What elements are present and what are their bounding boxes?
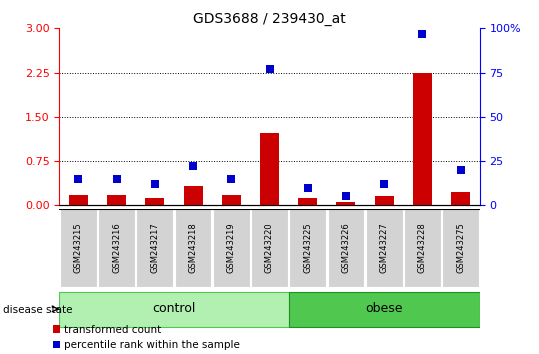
Title: GDS3688 / 239430_at: GDS3688 / 239430_at [193,12,346,26]
Text: control: control [152,302,196,315]
Bar [289,209,326,287]
Text: GSM243217: GSM243217 [150,222,160,273]
Bar [213,209,250,287]
Text: GSM243220: GSM243220 [265,222,274,273]
Bar [336,202,356,205]
Point [150,181,159,187]
Bar [443,209,479,287]
Text: GSM243218: GSM243218 [189,222,198,273]
Text: GSM243226: GSM243226 [341,222,350,273]
Bar [260,133,279,205]
Text: GSM243275: GSM243275 [456,222,465,273]
Bar [98,209,135,287]
Bar [107,195,126,205]
Point [457,167,465,173]
Text: GSM243219: GSM243219 [227,222,236,273]
Text: GSM243216: GSM243216 [112,222,121,273]
Bar [413,73,432,205]
Bar [375,196,393,205]
Bar [222,195,241,205]
Bar [451,192,470,205]
Bar [183,187,203,205]
Bar [59,292,288,327]
Point [380,181,389,187]
Text: obese: obese [365,302,403,315]
Point [418,31,427,36]
Point [342,194,350,199]
Point [189,164,197,169]
Text: GSM243225: GSM243225 [303,222,312,273]
Bar [404,209,441,287]
Bar [328,209,364,287]
Bar [175,209,211,287]
Bar [366,209,403,287]
Text: GSM243227: GSM243227 [379,222,389,273]
Bar [146,198,164,205]
Bar [288,292,480,327]
Bar [136,209,173,287]
Text: GSM243215: GSM243215 [74,222,83,273]
Point [112,176,121,182]
Bar [251,209,288,287]
Text: disease state: disease state [3,305,72,315]
Bar [298,198,317,205]
Point [265,66,274,72]
Bar [69,195,88,205]
Point [227,176,236,182]
Point [303,185,312,190]
Text: GSM243228: GSM243228 [418,222,427,273]
Bar [60,209,96,287]
Legend: transformed count, percentile rank within the sample: transformed count, percentile rank withi… [49,320,244,354]
Point [74,176,82,182]
